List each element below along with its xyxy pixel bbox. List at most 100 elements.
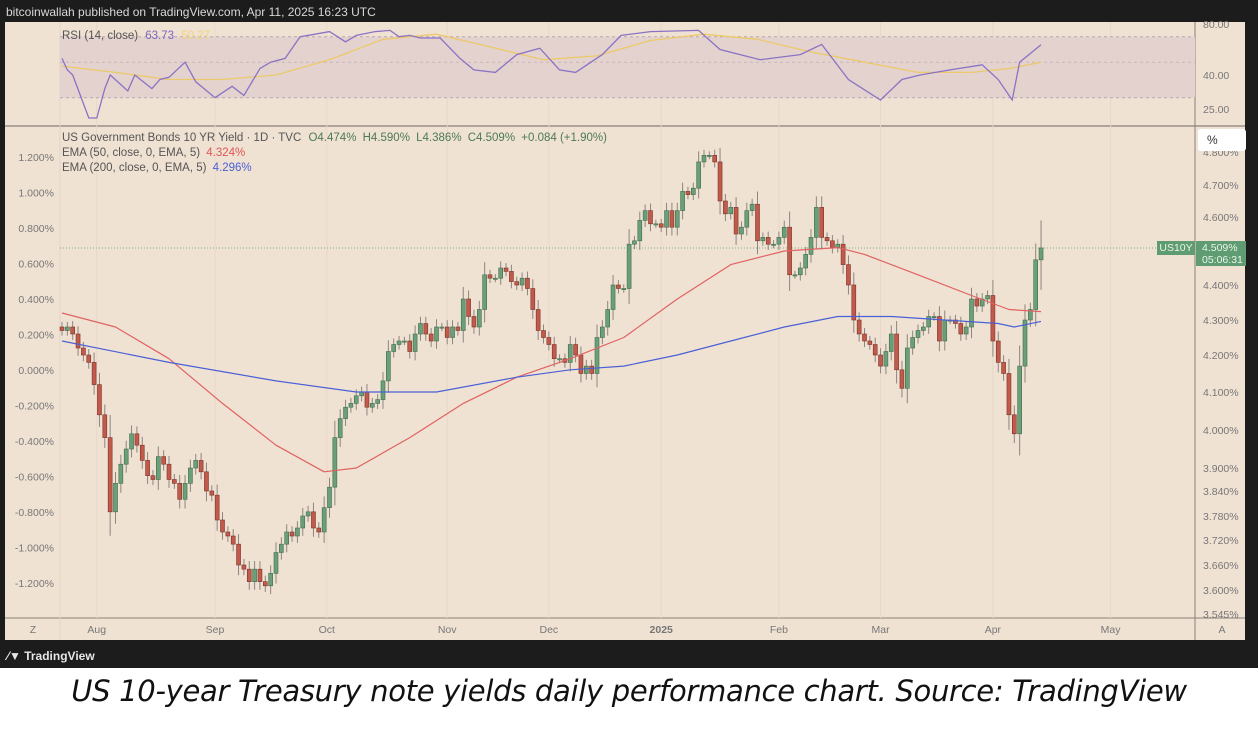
candle (600, 326, 605, 338)
candle (1011, 414, 1017, 435)
candle (75, 333, 81, 349)
candle (204, 471, 209, 492)
candle (872, 344, 878, 356)
candle (519, 277, 525, 286)
candle (70, 326, 75, 335)
candle (182, 483, 188, 500)
candle (776, 237, 782, 245)
candle (123, 448, 129, 465)
candle (840, 243, 846, 265)
candle (348, 403, 354, 408)
percent-axis-label: 0.000% (18, 365, 54, 377)
candle (921, 326, 926, 331)
candle (332, 437, 338, 488)
candle (145, 460, 150, 476)
ema200-value: 4.296% (212, 162, 252, 174)
candle (888, 333, 894, 352)
candle (493, 277, 498, 280)
candle (1022, 319, 1028, 367)
candle (883, 351, 889, 367)
last-price: 4.509% (1202, 242, 1238, 254)
percent-axis-label: 0.600% (18, 259, 54, 271)
candle (252, 568, 257, 582)
candle (701, 155, 707, 163)
candle (161, 456, 166, 465)
candle (931, 316, 937, 319)
candle (589, 365, 594, 374)
candle (653, 223, 659, 226)
rsi-legend: RSI (14, close) 63.73 50.27 (62, 30, 210, 42)
percent-axis-label: -1.000% (15, 543, 54, 555)
candle (86, 354, 92, 363)
percent-axis-label: 0.200% (18, 330, 54, 342)
candle (674, 210, 680, 228)
time-axis-label: Dec (540, 624, 559, 636)
candle (546, 337, 552, 345)
price-axis-label: 4.600% (1203, 212, 1239, 224)
candle (551, 344, 557, 359)
candle (862, 333, 867, 342)
candle (830, 240, 835, 248)
candle (963, 326, 969, 335)
candle (525, 277, 530, 289)
price-axis-label: 4.200% (1203, 350, 1239, 362)
candle (953, 319, 958, 324)
price-axis-label: 4.000% (1203, 425, 1239, 437)
ema50-line (61, 247, 1042, 473)
bar-countdown: 05:06:31 (1202, 254, 1243, 266)
auto-scale-button[interactable]: A (1218, 624, 1225, 636)
candle (396, 340, 402, 345)
candle (723, 200, 728, 215)
candle (150, 475, 156, 480)
ema200-label: EMA (200, close, 0, EMA, 5) (62, 162, 207, 174)
candle (353, 395, 359, 404)
tradingview-logo-icon: ⁄▼ (7, 649, 25, 663)
time-axis-label: Sep (206, 624, 225, 636)
candle (262, 581, 268, 587)
time-axis-label: Nov (438, 624, 457, 636)
scroll-left-button[interactable]: Z (30, 624, 37, 636)
candle (134, 433, 140, 446)
candle (814, 207, 819, 238)
candles (59, 148, 1044, 595)
candle (669, 210, 675, 228)
candle (391, 344, 397, 352)
candle (444, 326, 450, 338)
candle (771, 243, 776, 246)
candle (177, 483, 182, 500)
candle (819, 207, 825, 238)
candle (658, 223, 664, 228)
price-axis-label: 4.100% (1203, 387, 1239, 399)
chart-frame: bitcoinwallah published on TradingView.c… (0, 0, 1258, 668)
price-axis-label: 3.900% (1203, 463, 1239, 475)
symbol-tag: US10Y (1157, 241, 1195, 255)
candle (803, 254, 808, 269)
candle (1001, 362, 1006, 374)
last-price-label: 4.509% 05:06:31 (1196, 241, 1246, 266)
candle (257, 568, 263, 582)
chart-panel[interactable] (5, 22, 1245, 640)
candle (642, 210, 648, 221)
candle (578, 354, 584, 374)
candle (958, 323, 964, 335)
percent-axis-label: -0.800% (15, 507, 54, 519)
candle (632, 240, 637, 245)
candle (637, 220, 643, 242)
candle (327, 486, 332, 508)
percent-axis-label: 0.800% (18, 223, 54, 235)
candle (482, 274, 487, 310)
candle (364, 391, 370, 408)
candlestick-chart[interactable]: 80.0040.0025.004.800%4.700%4.600%4.400%4… (0, 0, 1258, 668)
rsi-axis-label: 40.00 (1203, 70, 1229, 82)
scale-unit-button[interactable]: % (1198, 129, 1246, 151)
candle (156, 456, 161, 480)
tradingview-logo[interactable]: ⁄▼ TradingView (7, 649, 95, 663)
rsi-band (60, 36, 1195, 98)
candle (878, 354, 883, 367)
candle (728, 207, 734, 215)
candle (487, 274, 493, 279)
candle (311, 511, 316, 529)
candle (316, 527, 322, 533)
price-axis-label: 3.840% (1203, 486, 1239, 498)
candle (188, 467, 193, 484)
